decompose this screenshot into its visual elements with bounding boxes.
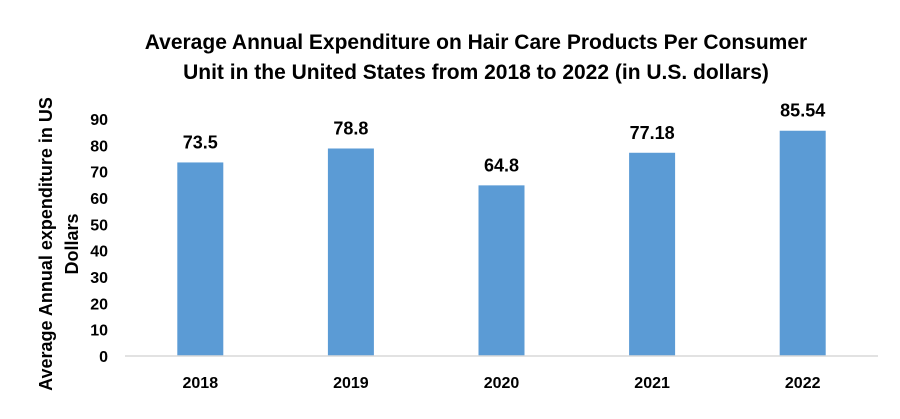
y-tick-label: 10 <box>90 323 108 340</box>
bar-2019 <box>327 148 374 356</box>
data-label-2018: 73.5 <box>183 132 218 152</box>
y-tick-label: 60 <box>90 191 108 208</box>
y-tick-label: 80 <box>90 138 108 155</box>
y-tick-label: 90 <box>90 112 108 129</box>
y-axis-title-line-1: Average Annual expenditure in US <box>36 97 56 391</box>
data-label-2019: 78.8 <box>333 118 368 138</box>
chart-title-line-2: Unit in the United States from 2018 to 2… <box>183 61 769 84</box>
data-label-2020: 64.8 <box>484 155 519 175</box>
y-tick-label: 0 <box>99 349 108 366</box>
y-axis-ticks: 0 10 20 30 40 50 60 70 80 90 <box>90 112 108 366</box>
y-axis-title: Average Annual expenditure in US Dollars <box>36 97 82 391</box>
y-tick-label: 70 <box>90 165 108 182</box>
chart-title-line-1: Average Annual Expenditure on Hair Care … <box>144 31 808 54</box>
y-tick-label: 50 <box>90 217 108 234</box>
y-tick-label: 30 <box>90 270 108 287</box>
y-tick-label: 20 <box>90 296 108 313</box>
data-label-2022: 85.54 <box>780 101 825 121</box>
chart-title: Average Annual Expenditure on Hair Care … <box>0 28 900 88</box>
bar-2018 <box>177 162 224 356</box>
x-axis-ticks: 2018 2019 2020 2021 2022 <box>183 375 821 392</box>
y-tick-label: 40 <box>90 244 108 261</box>
bar-2021 <box>629 152 676 356</box>
x-tick-label-2020: 2020 <box>484 375 520 392</box>
x-tick-label-2018: 2018 <box>183 375 219 392</box>
data-label-2021: 77.18 <box>630 123 675 143</box>
x-tick-label-2022: 2022 <box>785 375 821 392</box>
x-tick-label-2019: 2019 <box>333 375 369 392</box>
bar-2022 <box>779 130 826 356</box>
bar-2020 <box>478 185 525 356</box>
bars <box>177 130 826 356</box>
data-labels: 73.5 78.8 64.8 77.18 85.54 <box>183 101 825 176</box>
y-axis-title-line-2: Dollars <box>62 213 82 274</box>
x-tick-label-2021: 2021 <box>634 375 670 392</box>
